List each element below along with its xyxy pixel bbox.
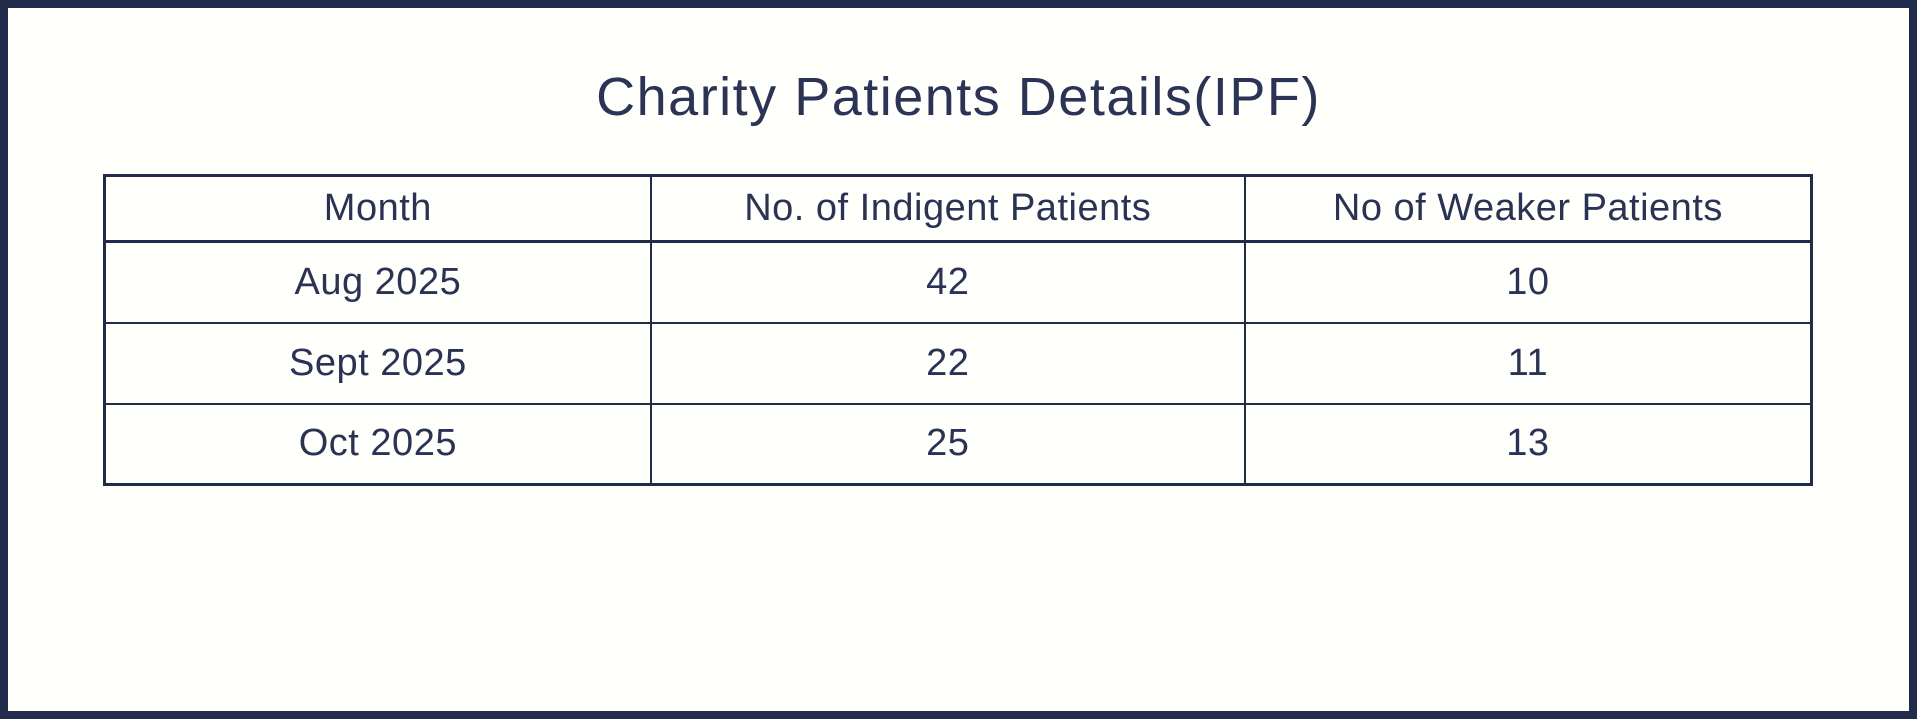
column-header-weaker-patients: No of Weaker Patients <box>1243 174 1813 243</box>
cell-indigent-count: 42 <box>649 240 1246 324</box>
header-row: Month No. of Indigent Patients No of Wea… <box>103 174 1813 243</box>
column-header-month: Month <box>103 174 652 243</box>
column-header-indigent-patients: No. of Indigent Patients <box>649 174 1246 243</box>
cell-month: Aug 2025 <box>103 240 652 324</box>
cell-weaker-count: 11 <box>1243 321 1813 405</box>
cell-month: Oct 2025 <box>103 402 652 486</box>
table-header: Month No. of Indigent Patients No of Wea… <box>103 174 1813 243</box>
charity-patients-table: Month No. of Indigent Patients No of Wea… <box>103 174 1813 486</box>
cell-weaker-count: 10 <box>1243 240 1813 324</box>
cell-month: Sept 2025 <box>103 321 652 405</box>
table-row: Oct 2025 25 13 <box>103 402 1813 486</box>
table-body: Aug 2025 42 10 Sept 2025 22 11 Oct 2025 … <box>103 240 1813 486</box>
table-row: Sept 2025 22 11 <box>103 321 1813 405</box>
cell-indigent-count: 22 <box>649 321 1246 405</box>
table-row: Aug 2025 42 10 <box>103 240 1813 324</box>
page-title: Charity Patients Details(IPF) <box>596 67 1321 127</box>
cell-indigent-count: 25 <box>649 402 1246 486</box>
cell-weaker-count: 13 <box>1243 402 1813 486</box>
